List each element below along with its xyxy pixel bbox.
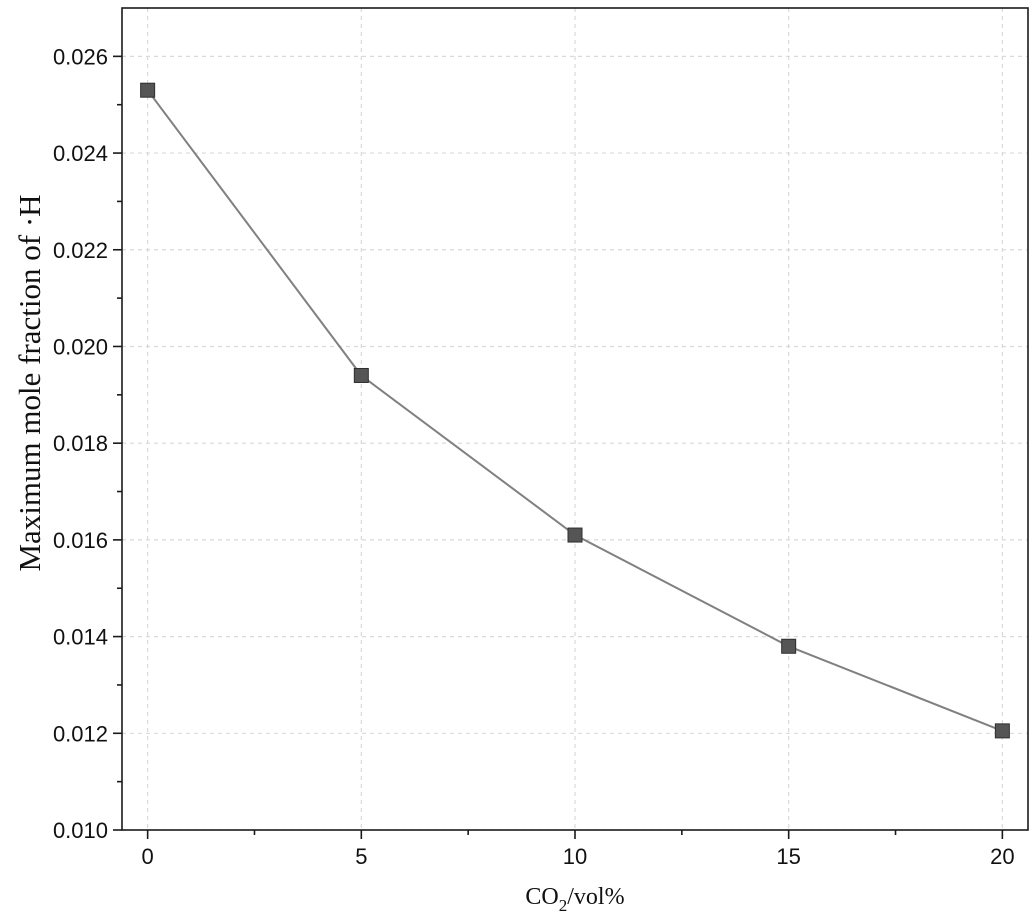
grid-layer: [122, 8, 1028, 831]
y-tick-label: 0.018: [53, 431, 108, 456]
y-tick-label: 0.020: [53, 334, 108, 359]
x-tick-label: 15: [776, 844, 800, 869]
x-tick-label: 5: [355, 844, 367, 869]
axis-layer: [113, 7, 1029, 839]
data-point-marker: [781, 638, 797, 654]
y-tick-label: 0.026: [53, 44, 108, 69]
labels-layer: 0 5 10 15 20 0.010 0.012 0.014 0.016 0.018 0.020 0.…: [53, 44, 1015, 869]
data-point-marker: [140, 82, 156, 98]
x-axis-title-rest: /vol%: [567, 884, 624, 910]
x-tick-label: 20: [990, 844, 1014, 869]
data-point-marker: [353, 367, 369, 383]
x-axis-title-base: CO: [525, 884, 558, 910]
y-tick-label: 0.016: [53, 528, 108, 553]
data-point-marker: [994, 723, 1010, 739]
y-tick-label: 0.012: [53, 721, 108, 746]
x-tick-label: 0: [142, 844, 154, 869]
x-tick-label: 10: [563, 844, 587, 869]
y-tick-label: 0.022: [53, 238, 108, 263]
series-layer: [140, 82, 1010, 739]
y-tick-label: 0.024: [53, 141, 108, 166]
y-tick-label: 0.010: [53, 818, 108, 843]
data-point-marker: [567, 527, 583, 543]
y-axis-title: Maximum mole fraction of ·H: [12, 194, 47, 571]
y-tick-label: 0.014: [53, 625, 108, 650]
x-axis-title: CO2/vol%: [525, 884, 624, 915]
x-axis-title-subscript: 2: [559, 896, 568, 915]
